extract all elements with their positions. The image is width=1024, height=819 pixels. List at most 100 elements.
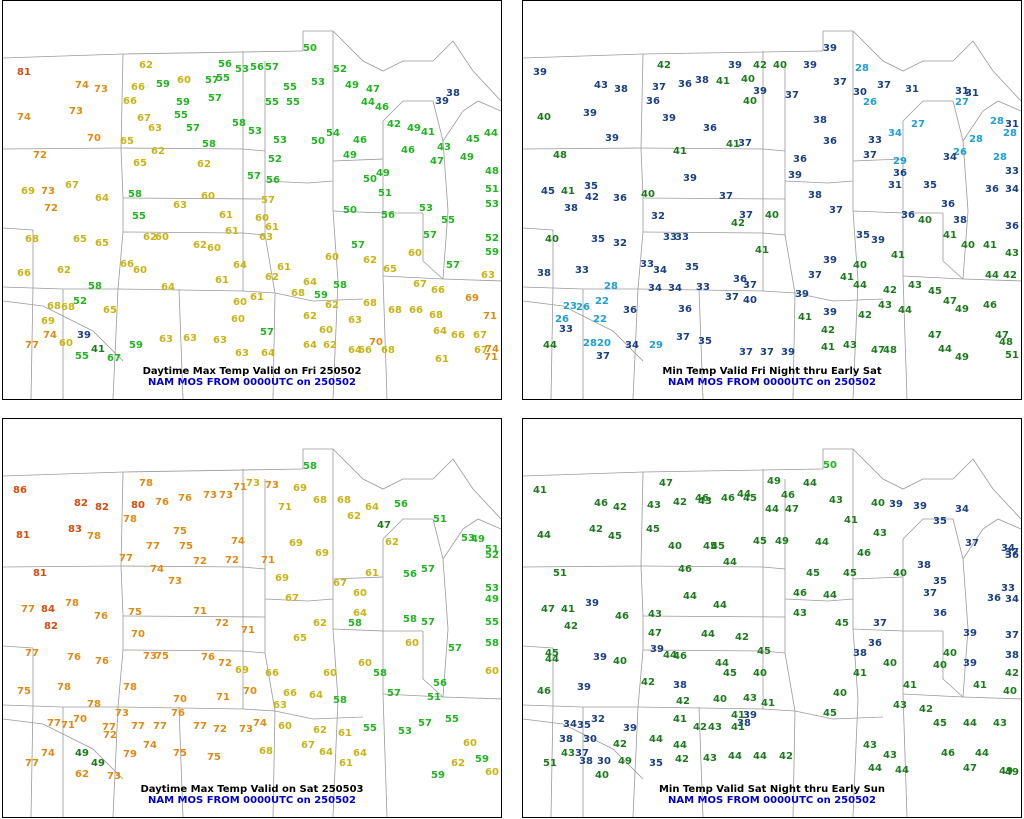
temperature-label: 42 [387, 119, 401, 130]
temperature-label: 51 [433, 514, 447, 525]
temperature-label: 61 [265, 222, 279, 233]
state-border-line [3, 286, 276, 294]
state-borders [3, 30, 501, 399]
temperature-label: 46 [673, 651, 687, 662]
temperature-label: 42 [753, 60, 767, 71]
temperature-label: 71 [261, 555, 275, 566]
state-border-line [794, 710, 884, 720]
temperature-label: 60 [319, 325, 333, 336]
temperature-label: 64 [303, 277, 317, 288]
temperature-label: 26 [576, 302, 590, 313]
temperature-label: 40 [545, 234, 559, 245]
temperature-label: 39 [583, 108, 597, 119]
temperature-label: 53 [248, 126, 262, 137]
temperature-label: 47 [377, 520, 391, 531]
temperature-label: 39 [913, 501, 927, 512]
temperature-label: 75 [17, 686, 31, 697]
temperature-label: 37 [725, 292, 739, 303]
temperature-label: 35 [933, 576, 947, 587]
temperature-label: 37 [1005, 547, 1019, 558]
temperature-label: 44 [545, 654, 559, 665]
temperature-label: 40 [833, 688, 847, 699]
temperature-label: 42 [676, 696, 690, 707]
temperature-label: 57 [423, 230, 437, 241]
temperature-label: 66 [17, 268, 31, 279]
temperature-label: 40 [853, 260, 867, 271]
temperature-label: 40 [741, 74, 755, 85]
temperature-label: 41 [844, 515, 858, 526]
temperature-label: 75 [155, 651, 169, 662]
temperature-label: 44 [484, 128, 498, 139]
map-panel-fri-night-min: 39 42 43 38 40 39 39 48 45 41 35 42 36 38 40 35 32 38 33 37… [522, 0, 1022, 400]
map-background [523, 448, 1021, 817]
temperature-label: 56 [250, 62, 264, 73]
temperature-label: 56 [218, 59, 232, 70]
temperature-label: 30 [853, 87, 867, 98]
temperature-label: 35 [584, 181, 598, 192]
temperature-label: 34 [668, 283, 682, 294]
temperature-label: 58 [333, 280, 347, 291]
temperature-label: 36 [933, 608, 947, 619]
temperature-label: 61 [215, 275, 229, 286]
temperature-label: 48 [999, 337, 1013, 348]
temperature-label: 39 [650, 644, 664, 655]
map-panel-sat-night-min: 41 46 42 44 42 45 51 47 41 39 46 42 45 44 39 40 46 39 47 43… [522, 418, 1022, 818]
temperature-label: 63 [183, 333, 197, 344]
temperature-label: 71 [193, 606, 207, 617]
temperature-label: 69 [41, 316, 55, 327]
panel-source: NAM MOS FROM 0000UTC on 250502 [148, 795, 356, 806]
temperature-label: 52 [485, 233, 499, 244]
map-panel-sat-max: 86 82 82 81 83 78 77 81 77 84 78 76 82 77 76 76 75 78 78 80… [2, 418, 502, 818]
temperature-label: 59 [314, 290, 328, 301]
state-border-line [3, 50, 304, 59]
temperature-label: 76 [171, 708, 185, 719]
temperature-label: 71 [61, 720, 75, 731]
temperature-label: 55 [75, 351, 89, 362]
temperature-label: 77 [119, 553, 133, 564]
temperature-label: 57 [265, 62, 279, 73]
temperature-label: 63 [235, 348, 249, 359]
temperature-label: 41 [853, 668, 867, 679]
temperature-label: 33 [1001, 583, 1015, 594]
temperature-label: 60 [323, 668, 337, 679]
temperature-label: 82 [74, 498, 88, 509]
temperature-label: 22 [593, 314, 607, 325]
temperature-label: 62 [57, 265, 71, 276]
temperature-label: 40 [871, 498, 885, 509]
temperature-label: 61 [435, 354, 449, 365]
temperature-label: 57 [387, 688, 401, 699]
temperature-label: 41 [726, 139, 740, 150]
temperature-label: 48 [883, 345, 897, 356]
state-border-line [442, 140, 449, 280]
state-border-line [332, 576, 384, 580]
temperature-label: 40 [765, 210, 779, 221]
temperature-label: 50 [311, 136, 325, 147]
temperature-label: 41 [673, 714, 687, 725]
temperature-label: 74 [143, 740, 157, 751]
temperature-label: 58 [348, 618, 362, 629]
temperature-label: 42 [883, 285, 897, 296]
temperature-label: 65 [73, 234, 87, 245]
temperature-label: 76 [95, 656, 109, 667]
temperature-label: 69 [465, 293, 479, 304]
temperature-label: 42 [613, 502, 627, 513]
temperature-label: 39 [585, 598, 599, 609]
temperature-label: 49 [376, 168, 390, 179]
state-border-line [382, 100, 444, 142]
temperature-label: 40 [713, 694, 727, 705]
state-border-line [794, 292, 884, 302]
temperature-label: 51 [485, 544, 499, 555]
temperature-label: 44 [963, 718, 977, 729]
temperature-label: 34 [1001, 543, 1015, 554]
temperature-label: 49 [345, 80, 359, 91]
temperature-label: 38 [853, 648, 867, 659]
temperature-label: 49 [955, 304, 969, 315]
temperature-label: 40 [773, 60, 787, 71]
temperature-label: 64 [309, 690, 323, 701]
temperature-label: 74 [231, 536, 245, 547]
temperature-label: 39 [788, 170, 802, 181]
temperature-label: 73 [239, 724, 253, 735]
temperature-label: 44 [815, 537, 829, 548]
temperature-label: 41 [761, 698, 775, 709]
state-border-line [523, 227, 554, 231]
